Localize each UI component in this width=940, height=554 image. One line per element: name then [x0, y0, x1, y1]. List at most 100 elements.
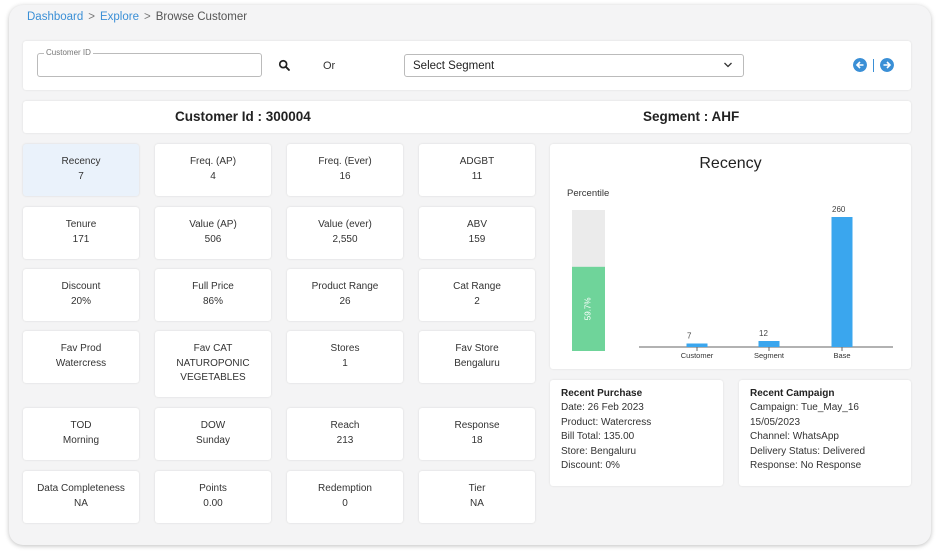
metric-value: 506 — [204, 233, 222, 245]
metric-tile-full-price[interactable]: Full Price 86% — [155, 269, 271, 321]
metric-value: 26 — [339, 295, 351, 307]
metric-tile-value-ever[interactable]: Value (ever) 2,550 — [287, 207, 403, 259]
metric-tile-fav-prod[interactable]: Fav Prod Watercress — [23, 331, 139, 383]
metric-tile-product-range[interactable]: Product Range 26 — [287, 269, 403, 321]
metric-label: Cat Range — [453, 281, 501, 292]
chevron-down-icon — [724, 62, 732, 68]
metric-tile-reach[interactable]: Reach 213 — [287, 408, 403, 460]
customer-id-heading: Customer Id : 300004 — [175, 109, 311, 124]
bar-base — [831, 217, 853, 347]
metric-label: Discount — [61, 281, 101, 292]
recent-campaign-channel: Channel: WhatsApp — [750, 431, 839, 443]
recent-campaign-date: 15/05/2023 — [750, 416, 801, 428]
metric-value: Morning — [62, 434, 100, 446]
arrow-right-circle-icon[interactable] — [880, 58, 894, 72]
breadcrumb: Dashboard > Explore > Browse Customer — [27, 11, 247, 23]
metric-value: Sunday — [196, 434, 230, 446]
recent-purchase-discount: Discount: 0% — [561, 460, 620, 472]
metric-tile-data-completeness[interactable]: Data Completeness NA — [23, 471, 139, 523]
metric-tile-tier[interactable]: Tier NA — [419, 471, 535, 523]
metric-tile-fav-cat[interactable]: Fav CAT NATUROPONIC VEGETABLES — [155, 331, 271, 397]
bar-customer — [686, 343, 708, 347]
metric-tile-redemption[interactable]: Redemption 0 — [287, 471, 403, 523]
metric-label: Recency — [61, 156, 101, 167]
metric-label: Freq. (AP) — [189, 156, 237, 167]
metric-value: 11 — [471, 170, 483, 182]
metric-tile-value-ap[interactable]: Value (AP) 506 — [155, 207, 271, 259]
metric-value: 16 — [339, 170, 351, 182]
metric-label: Stores — [330, 343, 360, 354]
x-tick-label: Customer — [681, 351, 714, 360]
metric-tile-dow[interactable]: DOW Sunday — [155, 408, 271, 460]
metric-label: Response — [454, 420, 500, 431]
breadcrumb-dashboard-link[interactable]: Dashboard — [27, 11, 84, 23]
metric-tile-recency[interactable]: Recency 7 — [23, 144, 139, 196]
segment-heading: Segment : AHF — [643, 109, 740, 124]
metric-value: 2,550 — [332, 233, 358, 245]
search-icon[interactable] — [278, 59, 291, 72]
recent-campaign-response: Response: No Response — [750, 460, 862, 472]
customer-nav — [853, 57, 894, 73]
metric-label: Fav Store — [455, 343, 499, 354]
metric-value: Bengaluru — [454, 357, 500, 369]
metric-label: ADGBT — [459, 156, 495, 167]
customer-header: Customer Id : 300004 Segment : AHF — [23, 101, 911, 133]
metric-tile-points[interactable]: Points 0.00 — [155, 471, 271, 523]
recent-purchase-date: Date: 26 Feb 2023 — [561, 402, 644, 414]
percentile-label: Percentile — [567, 188, 609, 199]
arrow-left-circle-icon[interactable] — [853, 58, 867, 72]
bar-value-label: 7 — [687, 332, 692, 341]
metric-label: Freq. (Ever) — [318, 156, 372, 167]
breadcrumb-explore-link[interactable]: Explore — [99, 11, 139, 23]
metric-value: 171 — [72, 233, 90, 245]
metric-value: 7 — [78, 170, 84, 182]
recent-campaign-name: Campaign: Tue_May_16 — [750, 402, 859, 414]
metric-tile-freq-ever[interactable]: Freq. (Ever) 16 — [287, 144, 403, 196]
recent-campaign-delivery-status: Delivery Status: Delivered — [750, 445, 866, 457]
metric-value: NA — [470, 497, 484, 509]
metric-label: Product Range — [311, 281, 379, 292]
metric-value: 18 — [471, 434, 483, 446]
metric-tile-discount[interactable]: Discount 20% — [23, 269, 139, 321]
recency-chart: Percentile 59.7% 7 Customer 12 Segment 260 Base — [567, 188, 893, 360]
metric-label: Reach — [330, 420, 360, 431]
bar-segment — [758, 341, 780, 347]
metric-label: Fav CAT — [193, 343, 233, 354]
metric-tile-response[interactable]: Response 18 — [419, 408, 535, 460]
metric-label: ABV — [466, 219, 487, 230]
recent-campaign-title: Recent Campaign — [750, 388, 835, 399]
metric-tile-abv[interactable]: ABV 159 — [419, 207, 535, 259]
metric-value: 159 — [468, 233, 486, 245]
metric-value: 4 — [210, 170, 216, 182]
percentile-fill — [572, 266, 605, 351]
metric-tile-adgbt[interactable]: ADGBT 11 — [419, 144, 535, 196]
bar-value-label: 260 — [832, 205, 846, 214]
metric-label: Redemption — [318, 483, 372, 494]
metric-tile-tod[interactable]: TOD Morning — [23, 408, 139, 460]
metric-tile-tenure[interactable]: Tenure 171 — [23, 207, 139, 259]
metric-label: Full Price — [192, 281, 234, 292]
metric-label: Points — [199, 483, 227, 494]
metric-tile-fav-store[interactable]: Fav Store Bengaluru — [419, 331, 535, 383]
metric-label: Tenure — [65, 219, 97, 230]
metric-value: NA — [74, 497, 88, 509]
metric-tile-freq-ap[interactable]: Freq. (AP) 4 — [155, 144, 271, 196]
metric-label: Value (AP) — [189, 219, 237, 230]
recent-purchase-product: Product: Watercress — [561, 416, 652, 428]
segment-select-value: Select Segment — [413, 60, 495, 72]
metric-label: Tier — [468, 483, 486, 494]
metric-value: 0 — [342, 497, 348, 509]
metric-value: Watercress — [55, 357, 107, 369]
metric-value: 86% — [202, 295, 223, 307]
metric-tile-cat-range[interactable]: Cat Range 2 — [419, 269, 535, 321]
breadcrumb-current: Browse Customer — [155, 11, 248, 23]
metric-label: TOD — [70, 420, 92, 431]
metric-label: Fav Prod — [60, 343, 102, 354]
metric-label: DOW — [200, 420, 226, 431]
metric-tile-stores[interactable]: Stores 1 — [287, 331, 403, 383]
recent-purchase-store: Store: Bengaluru — [561, 445, 637, 457]
customer-id-label: Customer ID — [44, 48, 93, 58]
recent-campaign-card: Recent Campaign Campaign: Tue_May_16 15/… — [739, 380, 911, 486]
segment-select[interactable]: Select Segment — [404, 54, 744, 77]
customer-id-input[interactable]: Customer ID — [37, 48, 262, 77]
